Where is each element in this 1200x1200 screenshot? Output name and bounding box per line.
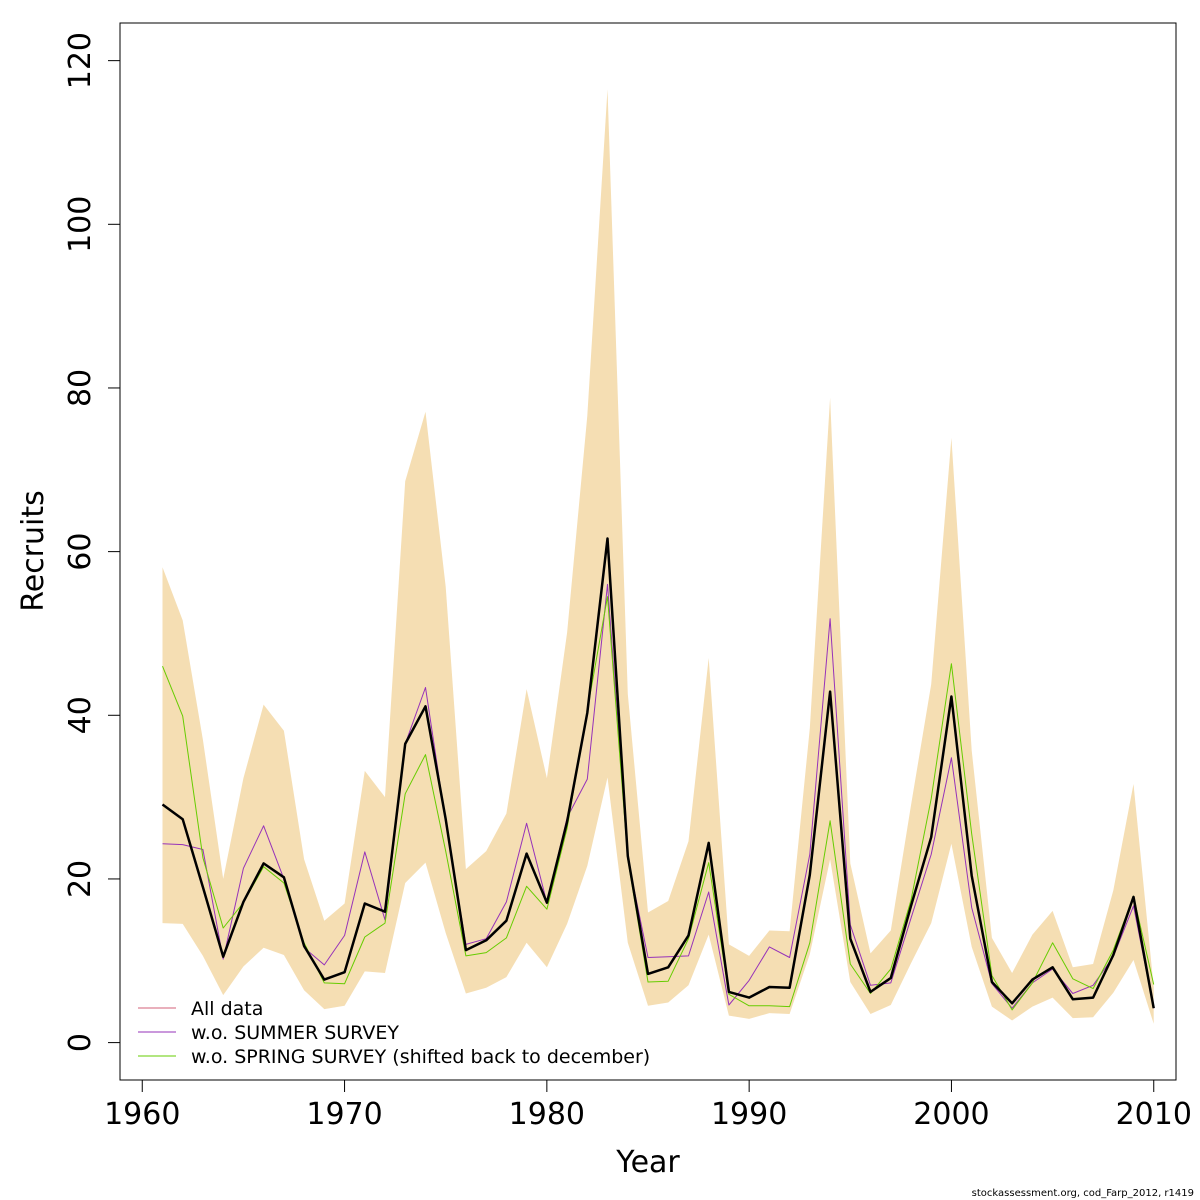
- legend: All data w.o. SUMMER SURVEY w.o. SPRING …: [138, 998, 650, 1068]
- y-tick-label-100: 100: [63, 196, 98, 253]
- x-axis-title: Year: [615, 1145, 680, 1180]
- legend-label-wo-summer-survey: w.o. SUMMER SURVEY: [191, 1022, 399, 1044]
- series-lines-layer: [161, 537, 1155, 1011]
- confidence-band-layer: [162, 89, 1154, 1024]
- confidence-band: [162, 89, 1154, 1024]
- x-tick-label-2000: 2000: [913, 1097, 989, 1132]
- y-tick-label-20: 20: [63, 860, 98, 898]
- series-line-w-o-spring-survey-shifted-back-to-december: [162, 596, 1155, 1011]
- x-tick-label-2010: 2010: [1116, 1097, 1192, 1132]
- main-estimate-line: [161, 537, 1155, 1009]
- x-tick-label-1960: 1960: [104, 1097, 180, 1132]
- x-tick-label-1970: 1970: [306, 1097, 382, 1132]
- y-tick-label-40: 40: [63, 696, 98, 734]
- y-tick-label-60: 60: [63, 533, 98, 571]
- x-axis: 1960 1970 1980 1990 2000 2010: [104, 1079, 1192, 1132]
- series-line-w-o-summer-survey: [162, 583, 1155, 1009]
- x-tick-label-1980: 1980: [509, 1097, 585, 1132]
- x-tick-label-1990: 1990: [711, 1097, 787, 1132]
- y-axis: 0 20 40 60 80 100 120: [63, 32, 121, 1052]
- y-tick-label-80: 80: [63, 369, 98, 407]
- footer-source-text: stockassessment.org, cod_Farp_2012, r141…: [972, 1188, 1194, 1199]
- y-tick-label-0: 0: [63, 1033, 98, 1052]
- legend-label-all-data: All data: [191, 998, 263, 1020]
- legend-label-wo-spring-survey: w.o. SPRING SURVEY (shifted back to dece…: [191, 1046, 650, 1068]
- y-tick-label-120: 120: [63, 32, 98, 89]
- y-axis-title: Recruits: [16, 490, 51, 612]
